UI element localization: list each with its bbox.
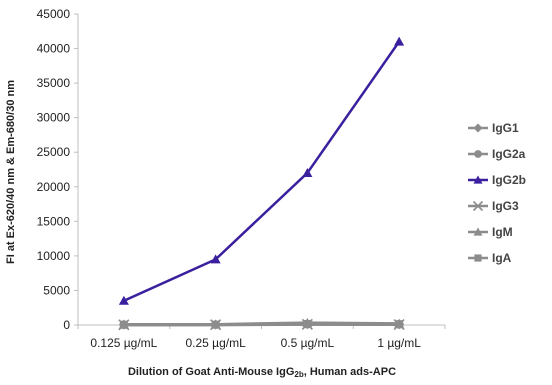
x-axis-title-subscript: 2b bbox=[294, 370, 303, 379]
series-line-igg2b bbox=[123, 40, 401, 302]
y-tick-label: 5000 bbox=[43, 283, 70, 297]
y-axis-title: FI at Ex-620/40 nm & Em-680/30 nm bbox=[5, 80, 17, 264]
series-layer bbox=[118, 36, 405, 331]
x-axis-ticks: 0.125 µg/mL 0.25 µg/mL 0.5 µg/mL 1 µg/mL bbox=[77, 325, 446, 350]
plot-area bbox=[77, 14, 445, 326]
legend-label: IgG1 bbox=[492, 121, 519, 135]
y-tick-label: 10000 bbox=[37, 249, 71, 263]
y-tick-label: 20000 bbox=[37, 180, 71, 194]
legend-label: IgM bbox=[492, 225, 513, 239]
legend-item-igg1: IgG1 bbox=[468, 121, 519, 135]
legend-item-iga: IgA bbox=[468, 251, 512, 265]
data-point-iga bbox=[395, 320, 404, 329]
data-point-iga bbox=[119, 320, 128, 329]
x-tick-label: 0.5 µg/mL bbox=[281, 336, 335, 350]
y-axis-ticks: 0 5000 10000 15000 20000 25000 30000 35000 40000… bbox=[37, 7, 78, 332]
x-tick-label: 0.25 µg/mL bbox=[185, 336, 246, 350]
data-point-iga bbox=[303, 319, 312, 328]
y-tick-label: 15000 bbox=[37, 214, 71, 228]
data-point-igg2b bbox=[302, 167, 313, 177]
data-point-iga bbox=[211, 320, 220, 329]
y-tick-label: 0 bbox=[63, 318, 70, 332]
series-igg2b bbox=[118, 36, 405, 305]
legend-marker bbox=[474, 254, 482, 262]
legend-label: IgG2b bbox=[492, 173, 526, 187]
y-tick-label: 25000 bbox=[37, 145, 71, 159]
legend-marker bbox=[473, 227, 483, 236]
legend-item-igg2a: IgG2a bbox=[468, 147, 526, 161]
y-tick-label: 35000 bbox=[37, 76, 71, 90]
legend: IgG1 IgG2a IgG2b IgG3 IgM IgA bbox=[468, 121, 526, 265]
y-tick-label: 30000 bbox=[37, 111, 71, 125]
x-axis-title: Dilution of Goat Anti-Mouse IgG2b, Human… bbox=[128, 366, 396, 379]
legend-marker bbox=[473, 175, 483, 184]
series-line-iga bbox=[123, 322, 400, 327]
data-point-igg2b bbox=[118, 295, 129, 305]
legend-item-igm: IgM bbox=[468, 225, 513, 239]
y-tick-label: 40000 bbox=[37, 42, 71, 56]
data-point-igg2b bbox=[394, 36, 405, 46]
x-axis-title-main: Dilution of Goat Anti-Mouse IgG bbox=[128, 366, 294, 378]
legend-label: IgG2a bbox=[492, 147, 526, 161]
legend-item-igg3: IgG3 bbox=[468, 199, 519, 213]
legend-label: IgA bbox=[492, 251, 512, 265]
legend-marker bbox=[474, 150, 482, 158]
x-tick-label: 1 µg/mL bbox=[377, 336, 421, 350]
legend-marker bbox=[473, 123, 483, 133]
y-tick-label: 45000 bbox=[37, 7, 71, 21]
x-tick-label: 0.125 µg/mL bbox=[90, 336, 157, 350]
data-point-igg2b bbox=[210, 254, 221, 264]
x-axis-title-tail: , Human ads-APC bbox=[304, 366, 396, 378]
legend-marker bbox=[472, 200, 484, 212]
legend-label: IgG3 bbox=[492, 199, 519, 213]
legend-item-igg2b: IgG2b bbox=[468, 173, 526, 187]
series-iga bbox=[119, 319, 404, 329]
